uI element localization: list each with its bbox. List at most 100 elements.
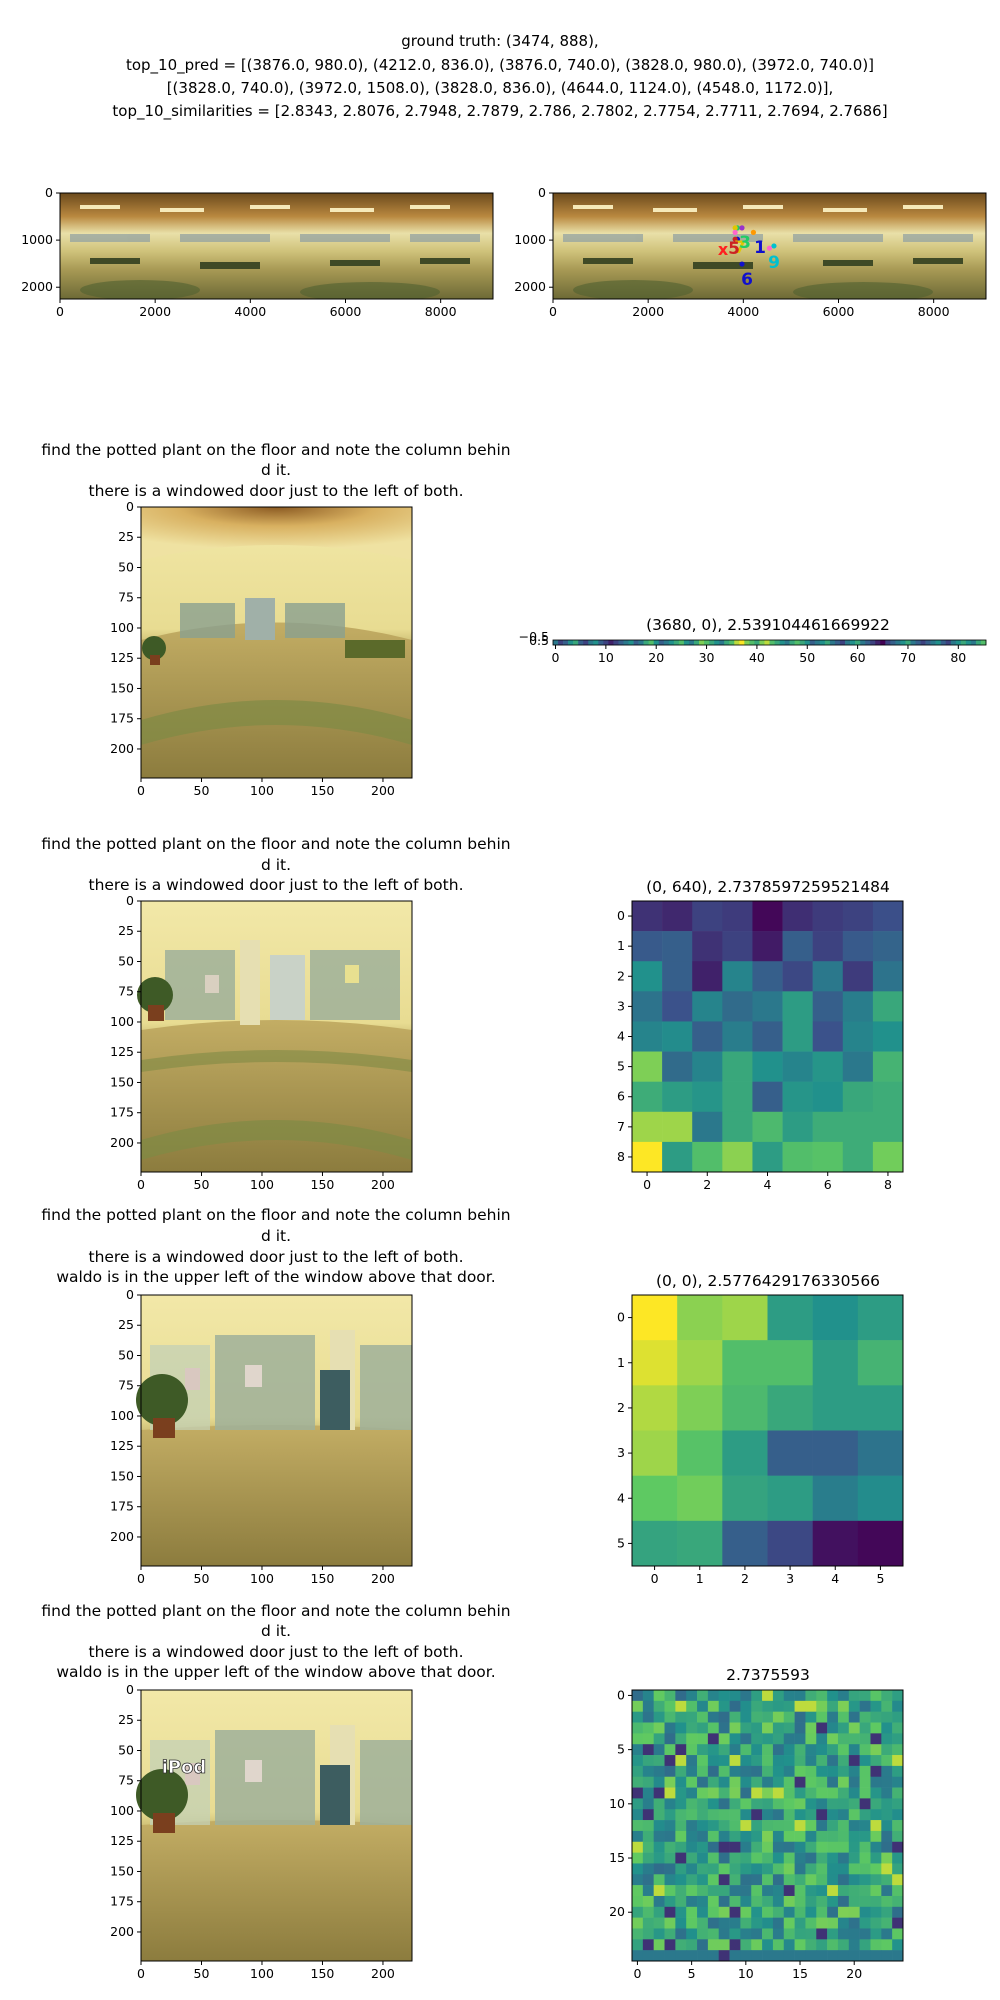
heatmap-cell — [816, 1700, 828, 1712]
heatmap-cell — [816, 1939, 828, 1951]
heatmap-cell — [892, 1798, 904, 1810]
heatmap-cell — [892, 1711, 904, 1723]
heatmap-cell — [794, 1798, 806, 1810]
heatmap-cell — [767, 1475, 813, 1522]
heatmap-cell — [772, 1895, 785, 1908]
heatmap-cell — [642, 1885, 654, 1897]
heatmap-cell — [653, 1711, 665, 1723]
heatmap-cell — [794, 1885, 806, 1897]
heatmap-cell — [686, 1950, 698, 1962]
heatmap-cell — [881, 1711, 893, 1723]
heatmap-cell — [662, 1021, 693, 1052]
heatmap-cell — [842, 1111, 874, 1143]
heatmap-cell — [686, 1809, 698, 1821]
heatmap-cell — [805, 1700, 817, 1712]
heatmap-cell — [875, 640, 881, 646]
tick-label: 0 — [137, 1177, 145, 1192]
tick-label: 175 — [110, 1105, 134, 1120]
heatmap-cell — [892, 1852, 904, 1864]
heatmap-cell — [805, 1722, 817, 1734]
tick-label: 200 — [110, 1135, 134, 1150]
heatmap-cell — [662, 931, 693, 962]
heatmap-cell — [881, 1755, 893, 1767]
heatmap-cell — [697, 1787, 709, 1799]
heatmap-cell — [722, 1520, 768, 1567]
heatmap-cell — [859, 1700, 871, 1712]
heatmap-cell — [848, 1895, 860, 1908]
tick-label: 100 — [110, 1408, 134, 1423]
tick-label: 0 — [126, 893, 134, 908]
heatmap-cell — [675, 1690, 687, 1702]
heatmap-cell — [664, 1776, 676, 1788]
heatmap-cell — [920, 640, 926, 646]
heatmap-cell — [848, 1765, 860, 1778]
heatmap-cell — [686, 1906, 698, 1918]
heatmap-cell — [782, 961, 813, 992]
panorama-rugs — [80, 280, 440, 299]
heatmap-cell — [870, 1765, 882, 1778]
heatmap-cell — [892, 1787, 904, 1799]
heatmap-cell — [870, 1885, 882, 1897]
heatmap-cell — [662, 901, 693, 932]
heatmap-cell — [837, 1787, 850, 1799]
tick-label: 8000 — [918, 304, 950, 319]
heatmap-cell — [812, 901, 844, 932]
heatmap-cell — [827, 1917, 839, 1929]
heatmap-cell — [881, 1700, 893, 1712]
heatmap-cell — [816, 1755, 828, 1767]
heatmap-cell — [848, 1917, 860, 1929]
heatmap-cell — [718, 1841, 730, 1853]
heatmap-cell — [686, 1830, 698, 1843]
heatmap-cell — [675, 1917, 687, 1929]
tick-label: 175 — [110, 1499, 134, 1514]
heatmap-cell — [872, 961, 904, 992]
heatmap-cell — [764, 640, 770, 646]
heatmap-cell — [881, 1809, 893, 1821]
heatmap-cell — [870, 1863, 882, 1875]
heatmap-cell — [892, 1895, 904, 1908]
heatmap-cell — [664, 1820, 676, 1832]
heatmap-cell — [662, 1111, 693, 1143]
heatmap-cell — [805, 1841, 817, 1853]
heatmap-cell — [881, 1744, 893, 1756]
heatmap-cell — [805, 1711, 817, 1723]
heatmap-cell — [677, 1295, 723, 1341]
tick-label: 0 — [549, 304, 557, 319]
heatmap-cell — [834, 640, 841, 646]
heatmap-cell — [848, 1744, 860, 1756]
heatmap-cell — [870, 1809, 882, 1821]
heatmap-cell — [772, 1863, 785, 1875]
heatmap-cell — [794, 1852, 806, 1864]
heatmap-cell — [664, 1744, 676, 1756]
tick-label: 4 — [831, 1571, 839, 1586]
heatmap-cell — [642, 1787, 654, 1799]
heatmap-cell — [718, 1820, 730, 1832]
heatmap-cell — [697, 1852, 709, 1864]
tick-label: 0 — [538, 185, 546, 200]
heatmap-cell — [870, 1787, 882, 1799]
heatmap-cell — [722, 1475, 768, 1522]
heatmap-cell — [751, 1744, 763, 1756]
heatmap-cell — [772, 1765, 785, 1778]
heatmap-cell — [632, 1776, 644, 1788]
heatmap-cell — [881, 1917, 893, 1929]
heatmap-cell — [783, 1722, 795, 1734]
heatmap-cell — [740, 1841, 752, 1853]
heatmap-cell — [762, 1809, 774, 1821]
heatmap-cell — [722, 1141, 753, 1173]
heatmap-cell — [762, 1820, 774, 1832]
heatmap-cell — [812, 931, 844, 962]
heatmap-cell — [740, 1820, 752, 1832]
heatmap-cell — [642, 1755, 654, 1767]
heatmap-panel-3: (0, 0), 2.5776429176330566 — [631, 1272, 904, 1567]
heatmap-cell — [573, 640, 579, 646]
heatmap-cell — [642, 1744, 654, 1756]
heatmap-cell — [837, 1852, 850, 1864]
heatmap-cell — [632, 1787, 644, 1799]
heatmap-cell — [632, 1690, 644, 1702]
heatmap-cell — [642, 1841, 654, 1853]
heatmap-cell — [848, 1928, 860, 1940]
heatmap-cell — [707, 1906, 720, 1918]
heatmap-cell — [740, 1722, 752, 1734]
heatmap-cell — [618, 640, 624, 646]
